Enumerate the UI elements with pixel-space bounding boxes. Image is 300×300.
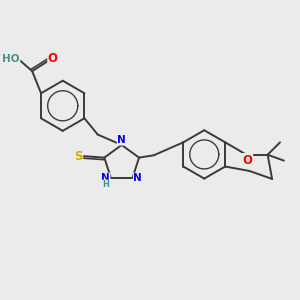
Text: N: N	[134, 173, 142, 183]
Text: HO: HO	[2, 54, 20, 64]
Text: S: S	[74, 150, 82, 163]
Text: H: H	[102, 180, 109, 189]
Text: O: O	[243, 154, 253, 166]
Text: O: O	[48, 52, 58, 65]
Text: N: N	[117, 135, 126, 145]
Text: N: N	[101, 173, 110, 183]
